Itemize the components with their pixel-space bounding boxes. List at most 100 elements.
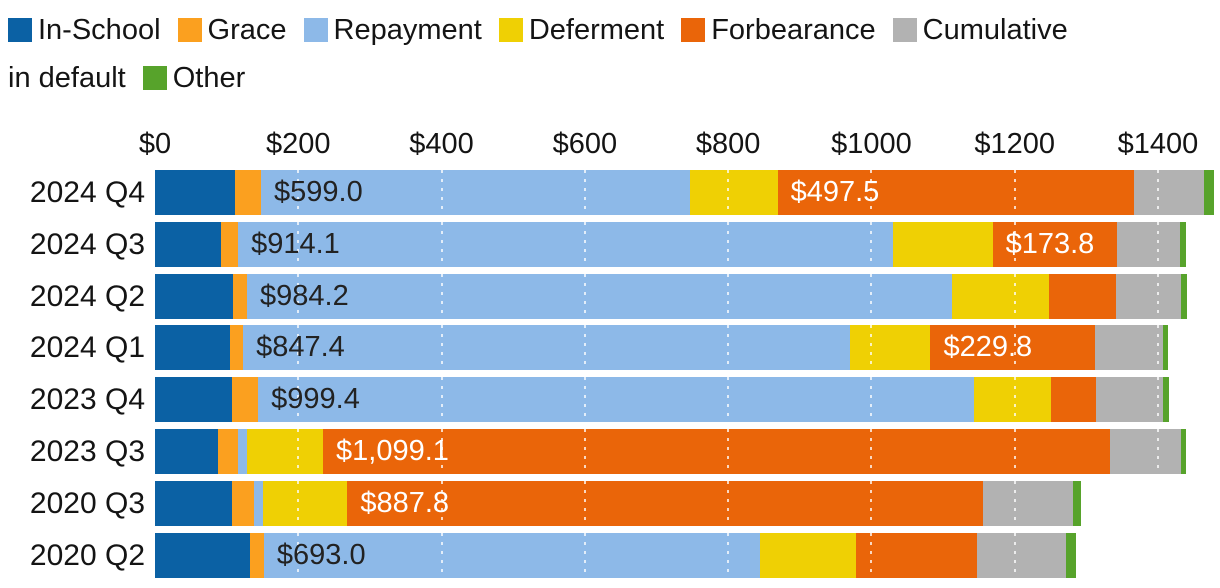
bar-2024-q4: $599.0 $497.5 [155,170,1215,215]
gridline-1000 [870,480,873,526]
segment-cumulative_default [1096,377,1164,423]
segment-deferment [952,273,1050,319]
segment-deferment [760,532,856,578]
gridline-1400 [1157,429,1159,474]
row-label-2024-q3: 2024 Q3 [29,227,145,261]
legend-swatch-cumulative_default-icon [892,18,917,42]
legend-item-other: Other [142,54,246,102]
segment-cumulative_default [1095,325,1164,371]
segment-cumulative_default [983,480,1073,526]
segment-in_school [155,480,233,526]
segment-in_school [155,325,231,371]
gridline-400 [440,170,443,215]
segment-forbearance [1049,273,1117,319]
gridline-600 [583,221,586,267]
bar-2024-q2: $984.2 [155,273,1188,319]
gridline-800 [727,532,730,578]
segment-other [1163,325,1169,371]
x-axis-tick-1400: $1400 [1117,128,1199,160]
bar-2024-q3: $914.1 $173.8 [155,221,1187,267]
gridline-200 [297,480,300,526]
gridline-600 [583,480,586,526]
gridline-400 [440,221,443,267]
segment-other [1163,377,1169,423]
segment-forbearance [1051,377,1097,423]
gridline-400 [440,480,443,526]
value-label-forbearance: $229.8 [943,331,1033,364]
gridline-200 [297,273,300,319]
gridline-600 [583,429,586,474]
value-label-repayment: $914.1 [251,227,340,260]
segment-in_school [155,532,250,578]
legend-label: Forbearance [711,14,876,46]
legend: In-School Grace Repayment Deferment Forbeara… [8,6,1216,102]
legend-label: In-School [38,14,161,46]
x-axis-tick-800: $800 [695,128,761,160]
gridline-1200 [1013,532,1016,578]
legend-swatch-repayment-icon [303,18,328,42]
legend-swatch-forbearance-icon [681,18,706,42]
legend-swatch-deferment-icon [498,18,523,42]
gridline-1400 [1157,273,1159,319]
gridline-1400 [1157,170,1159,215]
legend-label: Other [172,62,246,94]
row-label-2023-q3: 2023 Q3 [29,435,145,468]
segment-other [1181,273,1188,319]
x-axis-tick-200: $200 [266,128,331,160]
gridline-200 [297,170,300,215]
legend-swatch-grace-icon [177,18,202,42]
gridline-1200 [1013,221,1016,267]
segment-forbearance [930,325,1096,371]
segment-in_school [155,170,236,215]
segment-grace [220,221,239,267]
segment-in_school [155,377,233,423]
gridline-1000 [870,170,873,215]
gridline-1200 [1013,480,1016,526]
gridline-1200 [1013,429,1016,474]
x-axis-tick-0: $0 [138,128,172,160]
segment-other [1072,480,1082,526]
gridline-800 [727,273,730,319]
segment-deferment [247,429,323,474]
gridline-200 [297,377,300,423]
segment-grace [233,273,248,319]
gridline-400 [440,429,443,474]
gridline-1200 [1013,325,1016,371]
legend-label: Deferment [528,14,665,46]
segment-repayment [247,273,953,319]
x-axis: $0 $200 $400 $600 $800 $1000 $1200 $1400 [0,126,1220,164]
legend-label: Repayment [333,14,482,46]
gridline-1000 [870,429,873,474]
bar-2024-q1: $847.4 $229.8 [155,325,1169,371]
x-axis-tick-600: $600 [552,128,618,160]
legend-item-repayment: Repayment [303,6,482,54]
x-axis-tick-1200: $1200 [974,128,1056,160]
legend-label: Grace [207,14,287,46]
segment-other [1181,429,1187,474]
segment-deferment [974,377,1052,423]
legend-label: Cumulative [922,14,1068,46]
gridline-400 [440,377,443,423]
segment-cumulative_default [1117,221,1181,267]
legend-item-grace: Grace [177,6,287,54]
gridline-800 [727,221,730,267]
segment-cumulative_default [976,532,1067,578]
gridline-400 [440,532,443,578]
legend-swatch-in_school-icon [8,18,32,42]
value-label-forbearance: $497.5 [790,176,880,208]
segment-forbearance [322,429,1111,474]
segment-forbearance [992,221,1118,267]
legend-label: in default [8,62,126,94]
gridline-600 [583,532,586,578]
bar-2020-q3: $887.8 [155,480,1082,526]
legend-item-in-default: in default [8,54,126,102]
segment-repayment [263,532,761,578]
gridline-200 [297,221,300,267]
row-label-2020-q3: 2020 Q3 [29,486,145,520]
gridline-200 [297,429,300,474]
segment-repayment [261,170,691,215]
gridline-800 [727,325,730,371]
x-axis-tick-400: $400 [409,128,474,160]
gridline-1000 [870,532,873,578]
